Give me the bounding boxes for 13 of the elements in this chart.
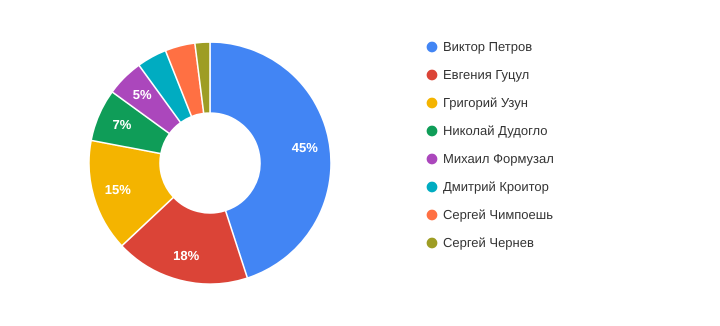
data-label: 15%	[104, 182, 132, 197]
data-label: 5%	[132, 87, 152, 102]
data-label: 7%	[112, 116, 132, 132]
legend-label: Сергей Чимпоешь	[443, 207, 554, 222]
data-label: 45%	[292, 140, 318, 155]
legend-label: Евгения Гуцул	[443, 67, 530, 82]
legend-label: Николай Дудогло	[443, 123, 548, 138]
legend-label: Виктор Петров	[443, 39, 532, 54]
legend-label: Григорий Узун	[443, 95, 528, 110]
data-label: 18%	[173, 248, 200, 263]
legend-label: Михаил Формузал	[443, 151, 554, 166]
legend-label: Сергей Чернев	[443, 235, 534, 250]
legend-label: Дмитрий Кроитор	[443, 179, 549, 194]
